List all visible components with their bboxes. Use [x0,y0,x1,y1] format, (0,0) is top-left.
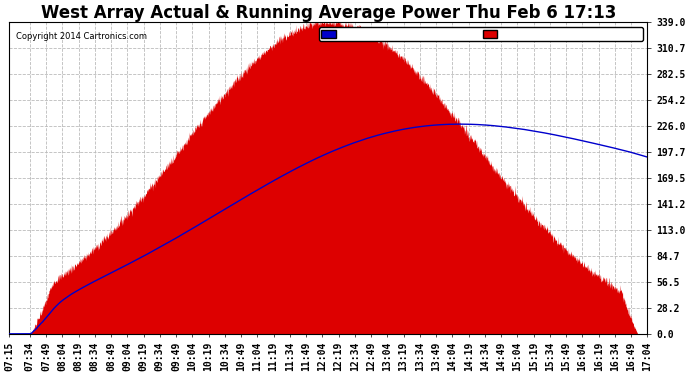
Legend: Average  (DC Watts), West Array  (DC Watts): Average (DC Watts), West Array (DC Watts… [319,27,642,41]
Text: Copyright 2014 Cartronics.com: Copyright 2014 Cartronics.com [16,32,146,40]
Title: West Array Actual & Running Average Power Thu Feb 6 17:13: West Array Actual & Running Average Powe… [41,4,616,22]
